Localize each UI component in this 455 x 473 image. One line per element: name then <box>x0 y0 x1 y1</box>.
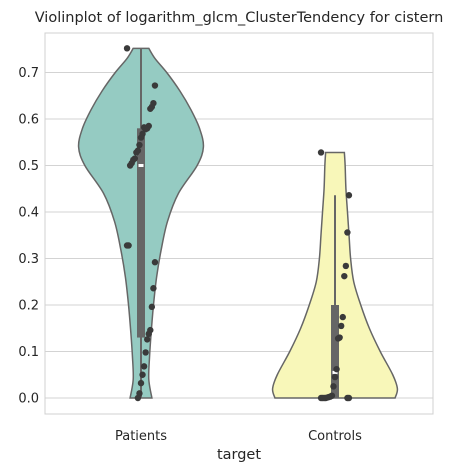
data-point <box>144 336 151 343</box>
chart-title: Violinplot of logarithm_glcm_ClusterTend… <box>35 10 444 26</box>
data-point <box>317 394 325 402</box>
data-point <box>137 379 145 387</box>
data-point <box>151 259 159 266</box>
x-tick-labels: Patients Controls <box>115 429 362 444</box>
data-point <box>345 192 353 199</box>
inner-boxes <box>137 48 339 398</box>
y-tick-label: 0.6 <box>18 113 39 128</box>
data-point <box>140 363 148 370</box>
strip-points <box>123 45 353 402</box>
y-tick-label: 0.5 <box>18 159 39 174</box>
data-point <box>147 105 154 112</box>
data-point <box>126 162 134 169</box>
data-point <box>123 242 131 249</box>
data-point <box>142 349 149 356</box>
data-point <box>344 394 351 402</box>
y-tick-label: 0.3 <box>18 252 39 267</box>
data-point <box>150 285 157 292</box>
y-tick-label: 0.1 <box>18 345 39 360</box>
y-tick-label: 0.0 <box>18 392 39 407</box>
data-point <box>136 141 143 149</box>
data-point <box>317 149 325 156</box>
y-tick-label: 0.7 <box>18 66 39 81</box>
data-point <box>137 134 145 141</box>
data-point <box>342 262 350 270</box>
y-tick-labels: 0.0 0.1 0.2 0.3 0.4 0.5 0.6 0.7 <box>18 66 39 407</box>
x-axis-title: target <box>217 447 261 463</box>
y-tick-label: 0.4 <box>18 206 39 221</box>
data-point <box>330 383 337 390</box>
data-point <box>334 335 342 342</box>
median-marker-patients <box>138 164 144 167</box>
data-point <box>139 371 146 378</box>
x-tick-label-patients: Patients <box>115 429 167 444</box>
data-point <box>133 149 140 156</box>
iqr-box-patients <box>137 128 145 338</box>
x-tick-label-controls: Controls <box>308 429 362 444</box>
data-point <box>140 124 148 131</box>
data-point <box>339 313 346 321</box>
data-point <box>151 82 159 89</box>
data-point <box>341 272 348 280</box>
data-point <box>344 229 351 236</box>
data-point <box>145 330 152 338</box>
y-tick-label: 0.2 <box>18 299 39 314</box>
data-point <box>148 303 156 311</box>
median-marker-controls <box>332 370 338 374</box>
iqr-box-controls <box>331 305 339 398</box>
data-point <box>331 373 339 381</box>
data-point <box>123 45 131 52</box>
data-point <box>333 365 340 373</box>
data-point <box>338 322 345 330</box>
data-point <box>134 394 142 402</box>
